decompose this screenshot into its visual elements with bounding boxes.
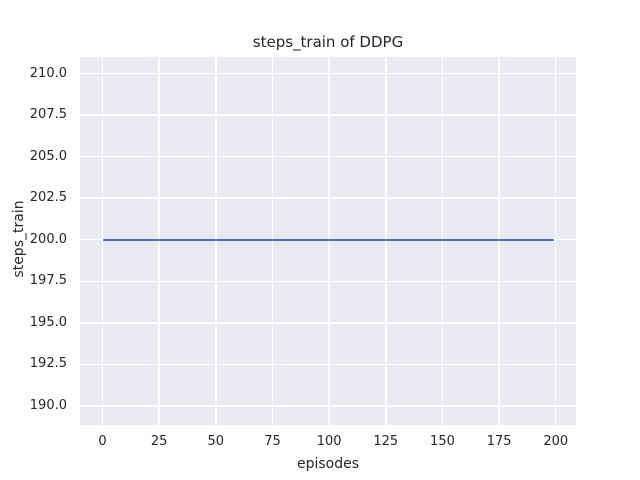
y-axis-label: steps_train xyxy=(11,200,27,278)
gridline-horizontal xyxy=(80,197,576,199)
gridline-vertical xyxy=(271,57,274,425)
gridline-vertical xyxy=(498,57,500,425)
gridline-vertical xyxy=(101,57,104,425)
y-tick-label: 210.0 xyxy=(29,65,67,81)
gridline-vertical xyxy=(215,57,217,425)
y-tick-label: 205.0 xyxy=(29,148,67,164)
x-tick-label: 175 xyxy=(486,434,512,449)
x-tick-label: 150 xyxy=(430,434,455,449)
data-line-steps_train xyxy=(102,238,554,241)
gridline-horizontal xyxy=(80,155,576,158)
y-tick-label: 192.5 xyxy=(29,356,67,372)
gridline-horizontal xyxy=(80,405,576,407)
y-tick-label: 190.0 xyxy=(29,398,67,413)
y-tick-label: 197.5 xyxy=(29,273,67,289)
x-tick-label: 200 xyxy=(543,434,569,449)
x-tick-label: 100 xyxy=(316,434,342,449)
y-tick-label: 207.5 xyxy=(29,107,67,123)
gridline-vertical xyxy=(385,57,387,425)
gridline-horizontal xyxy=(80,72,576,75)
x-tick-label: 50 xyxy=(207,434,225,449)
y-tick-label: 202.5 xyxy=(29,190,67,206)
x-tick-label: 25 xyxy=(150,434,168,449)
y-tick-label: 200.0 xyxy=(29,231,67,247)
gridline-vertical xyxy=(328,57,330,425)
gridline-horizontal xyxy=(80,114,576,116)
gridline-vertical xyxy=(441,57,444,425)
gridline-vertical xyxy=(158,57,160,425)
chart-title: steps_train of DDPG xyxy=(252,33,404,51)
gridline-horizontal xyxy=(80,322,576,324)
plot-area xyxy=(80,57,576,425)
gridline-horizontal xyxy=(80,363,576,366)
x-tick-label: 125 xyxy=(373,434,399,449)
gridline-horizontal xyxy=(80,280,576,282)
y-tick-label: 195.0 xyxy=(29,314,67,330)
x-tick-label: 0 xyxy=(98,434,107,449)
x-axis-label: episodes xyxy=(296,456,360,472)
x-tick-label: 75 xyxy=(264,434,281,449)
gridline-vertical xyxy=(555,57,557,425)
